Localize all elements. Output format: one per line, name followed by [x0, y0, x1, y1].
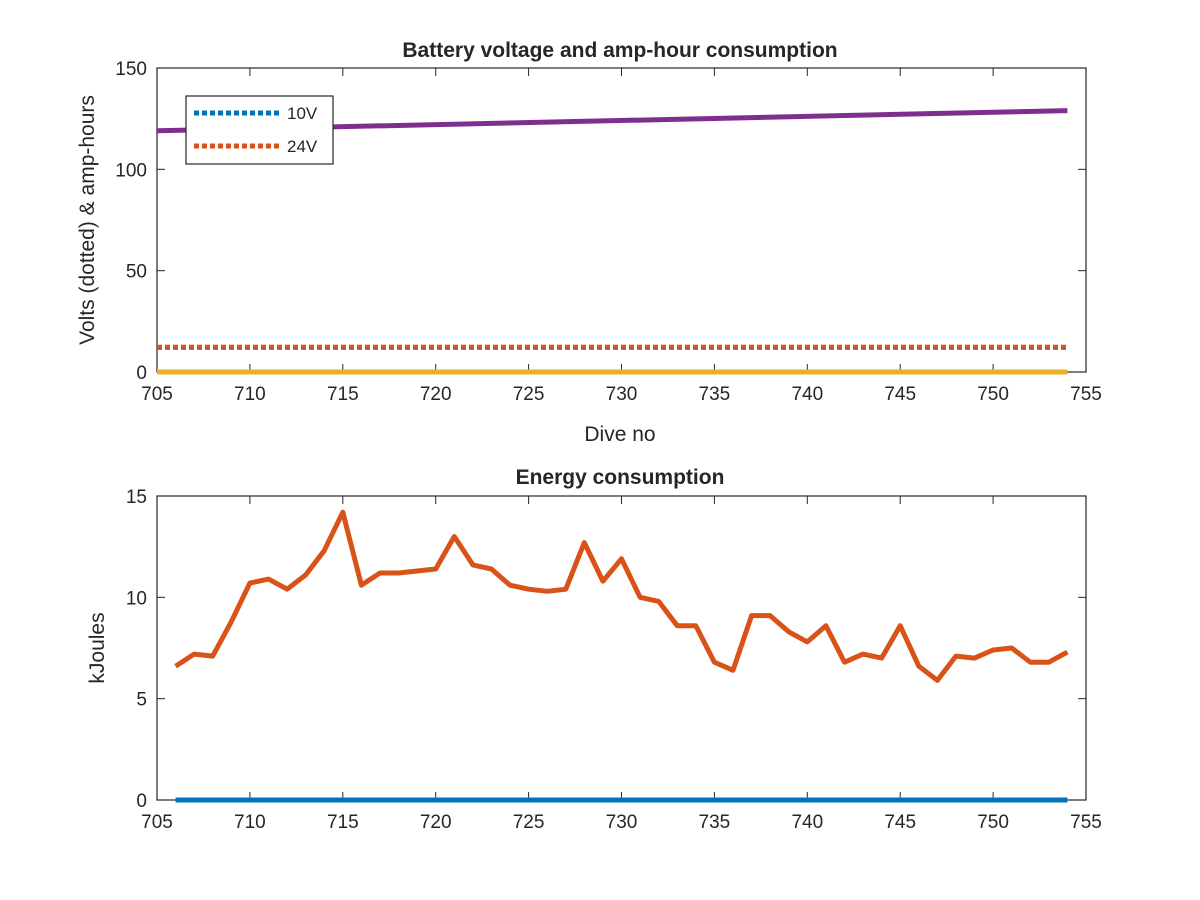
x-tick-label: 705: [141, 812, 173, 833]
plot-area: 705 710 715 720 725 730 735 740 745 750 755 0 5 10 15: [126, 487, 1102, 833]
x-tick-label: 740: [791, 812, 823, 833]
axes-box: [156, 495, 1087, 801]
x-tick-label: 745: [884, 812, 916, 833]
voltage-chart: Battery voltage and amp-hour consumption…: [76, 39, 1102, 446]
legend-label-10v: 10V: [287, 104, 318, 123]
x-tick-label: 750: [977, 384, 1009, 405]
energy-chart: Energy consumption 705 710 715 720 725 730 735…: [86, 466, 1102, 833]
x-tick-label: 755: [1070, 812, 1102, 833]
x-tick-label: 745: [884, 384, 916, 405]
y-tick-label: 150: [115, 59, 147, 80]
x-axis-label: Dive no: [584, 423, 655, 446]
x-tick-label: 715: [327, 812, 359, 833]
x-tick-label: 710: [234, 384, 266, 405]
x-tick-label: 720: [420, 384, 452, 405]
y-tick-label: 100: [115, 160, 147, 181]
x-tick-label: 725: [513, 384, 545, 405]
y-tick-label: 5: [136, 690, 147, 711]
x-tick-label: 720: [420, 812, 452, 833]
x-tick-label: 715: [327, 384, 359, 405]
chart-title: Energy consumption: [516, 466, 725, 489]
y-tick-label: 10: [126, 588, 147, 609]
x-tick-label: 755: [1070, 384, 1102, 405]
x-tick-label: 730: [606, 812, 638, 833]
legend-box: [185, 95, 334, 165]
legend: 10V 24V: [185, 95, 334, 165]
x-tick-label: 710: [234, 812, 266, 833]
y-axis-label: kJoules: [86, 612, 109, 683]
series-line-1: [174, 509, 1069, 683]
legend-label-24v: 24V: [287, 137, 318, 156]
x-tick-label: 750: [977, 812, 1009, 833]
x-tick-label: 740: [791, 384, 823, 405]
y-tick-label: 0: [136, 363, 147, 384]
y-tick-label: 0: [136, 791, 147, 812]
x-tick-label: 705: [141, 384, 173, 405]
x-tick-label: 725: [513, 812, 545, 833]
x-tick-label: 730: [606, 384, 638, 405]
y-tick-label: 50: [126, 262, 147, 283]
y-tick-label: 15: [126, 487, 147, 508]
y-axis-label: Volts (dotted) & amp-hours: [76, 95, 99, 345]
x-tick-label: 735: [699, 384, 731, 405]
chart-title: Battery voltage and amp-hour consumption: [402, 39, 837, 62]
x-tick-label: 735: [699, 812, 731, 833]
